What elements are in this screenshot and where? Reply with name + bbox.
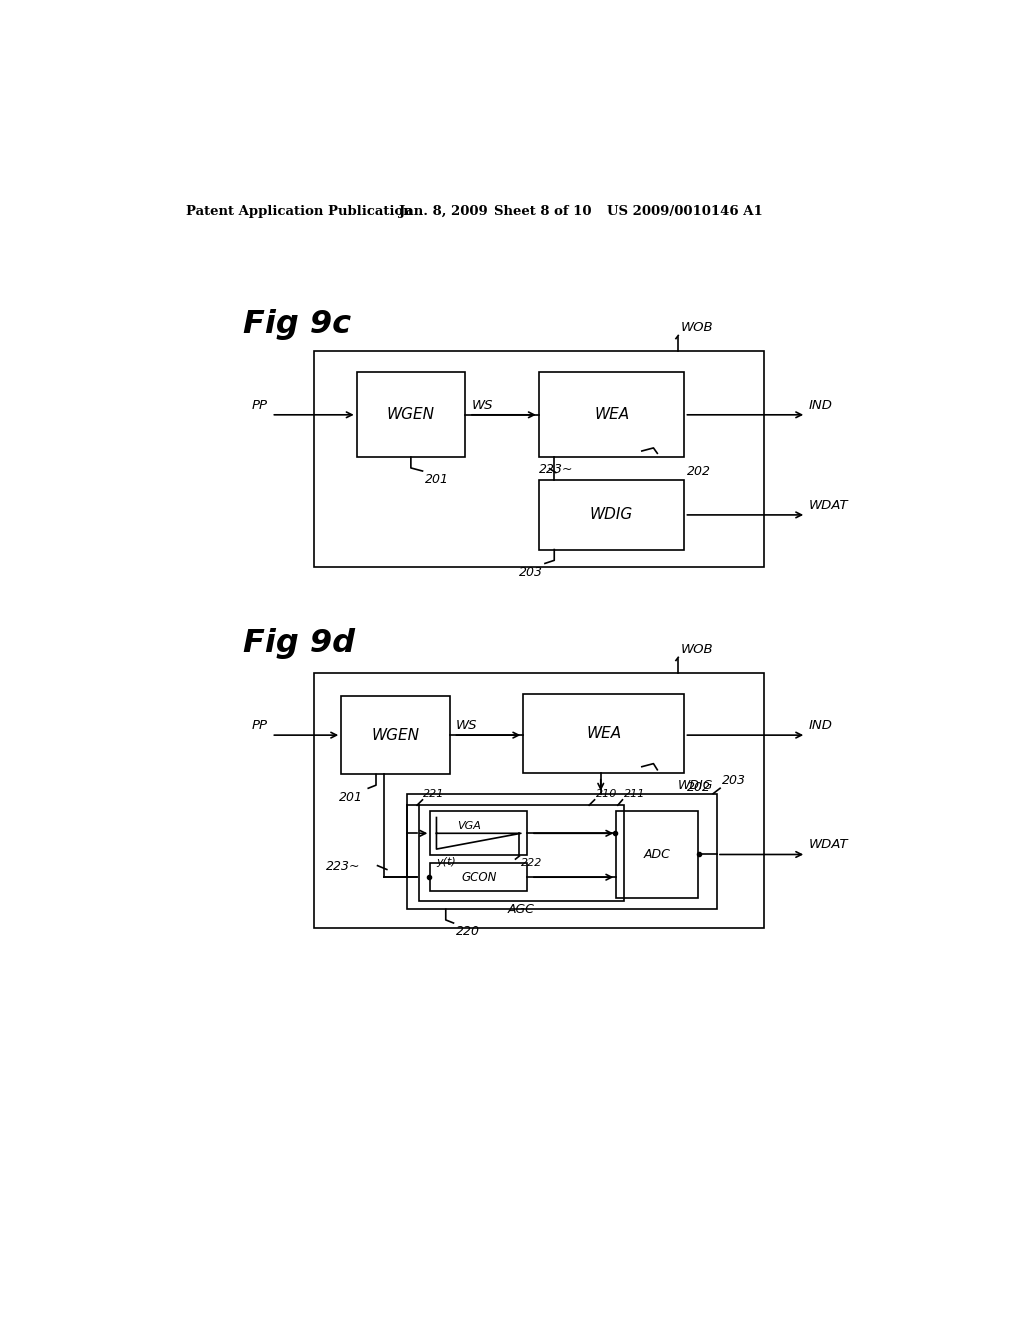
Text: 223~: 223~ (326, 861, 360, 874)
Bar (539, 480, 684, 549)
Text: WOB: WOB (681, 321, 713, 334)
Text: GCON: GCON (461, 871, 497, 883)
Text: AGC: AGC (508, 903, 535, 916)
Bar (616, 812, 697, 898)
Bar (523, 693, 684, 774)
Text: VGA: VGA (458, 821, 481, 832)
Bar (430, 812, 527, 855)
Bar (314, 673, 764, 928)
Text: 223~: 223~ (539, 463, 573, 477)
Text: WOB: WOB (681, 643, 713, 656)
Text: 222: 222 (521, 858, 543, 867)
Text: PP: PP (252, 719, 267, 733)
Text: Fig 9c: Fig 9c (243, 309, 351, 339)
Bar (419, 805, 624, 902)
Text: WEA: WEA (587, 726, 622, 741)
Bar (407, 793, 717, 909)
Text: Jan. 8, 2009: Jan. 8, 2009 (399, 205, 488, 218)
Bar (356, 372, 465, 457)
Text: 203: 203 (518, 566, 543, 579)
Text: WS: WS (456, 719, 477, 733)
Text: 220: 220 (456, 924, 480, 937)
Text: WEA: WEA (594, 408, 629, 422)
Bar (539, 372, 684, 457)
Text: Sheet 8 of 10: Sheet 8 of 10 (494, 205, 591, 218)
Text: WS: WS (471, 399, 493, 412)
Text: Fig 9d: Fig 9d (243, 628, 354, 659)
Text: 201: 201 (339, 792, 362, 804)
Text: 202: 202 (687, 465, 711, 478)
Text: 202: 202 (687, 780, 711, 793)
Text: WDAT: WDAT (809, 499, 848, 512)
Text: WDAT: WDAT (809, 838, 848, 851)
Text: Patent Application Publication: Patent Application Publication (186, 205, 413, 218)
Text: WGEN: WGEN (372, 727, 420, 743)
Bar (314, 351, 764, 566)
Bar (341, 696, 450, 775)
Text: y(t): y(t) (436, 857, 457, 867)
Text: 201: 201 (425, 473, 449, 486)
Text: WDIG: WDIG (678, 779, 713, 792)
Text: PP: PP (252, 399, 267, 412)
Text: IND: IND (809, 719, 833, 733)
Text: IND: IND (809, 399, 833, 412)
Text: 221: 221 (423, 789, 444, 799)
Text: US 2009/0010146 A1: US 2009/0010146 A1 (607, 205, 763, 218)
Text: ADC: ADC (643, 847, 671, 861)
Bar (430, 863, 527, 891)
Text: 210: 210 (596, 789, 617, 799)
Text: 203: 203 (722, 775, 745, 788)
Text: WDIG: WDIG (590, 507, 633, 523)
Text: 211: 211 (624, 789, 645, 799)
Text: WGEN: WGEN (387, 408, 435, 422)
